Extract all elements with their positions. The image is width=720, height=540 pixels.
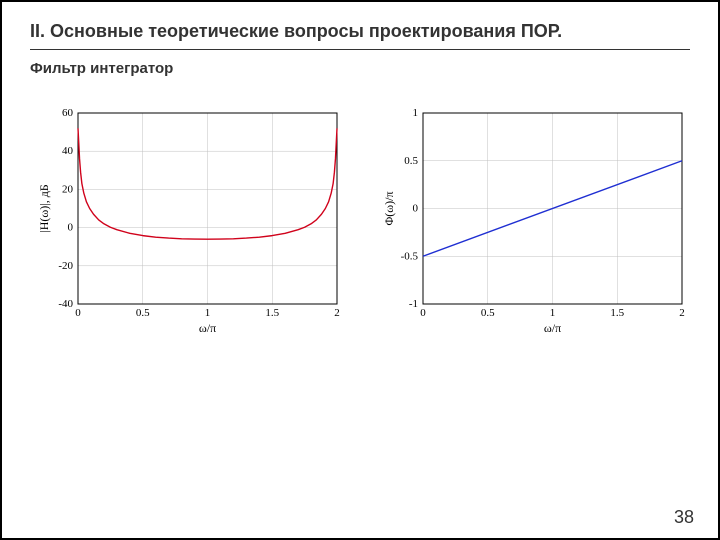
svg-text:0: 0 xyxy=(75,307,81,319)
svg-text:1: 1 xyxy=(550,307,556,319)
svg-text:2: 2 xyxy=(334,307,340,319)
svg-text:0.5: 0.5 xyxy=(404,154,418,166)
phase-chart: 0 0.5 1 1.5 2 -1 -0.5 0 0.5 1 ω/π Φ(ω)/π xyxy=(375,103,690,343)
svg-text:0: 0 xyxy=(420,307,426,319)
title-divider xyxy=(30,49,690,50)
slide-subtitle: Фильтр интегратор xyxy=(30,60,690,77)
svg-text:ω/π: ω/π xyxy=(544,321,561,335)
page-number: 38 xyxy=(674,507,694,528)
slide-title: II. Основные теоретические вопросы проек… xyxy=(30,20,690,43)
magnitude-chart: 0 0.5 1 1.5 2 -40 -20 0 20 40 60 ω/π |H(ω)|, дБ xyxy=(30,103,345,343)
slide-frame: II. Основные теоретические вопросы проек… xyxy=(0,0,720,540)
svg-text:Φ(ω)/π: Φ(ω)/π xyxy=(382,191,396,225)
svg-text:0.5: 0.5 xyxy=(481,307,495,319)
svg-text:40: 40 xyxy=(62,145,74,157)
svg-text:-0.5: -0.5 xyxy=(401,250,419,262)
svg-text:ω/π: ω/π xyxy=(199,321,216,335)
svg-text:0.5: 0.5 xyxy=(136,307,150,319)
svg-text:0: 0 xyxy=(68,221,74,233)
svg-text:20: 20 xyxy=(62,183,74,195)
svg-text:1: 1 xyxy=(413,107,419,119)
svg-text:0: 0 xyxy=(413,202,419,214)
svg-text:2: 2 xyxy=(679,307,685,319)
svg-text:60: 60 xyxy=(62,107,74,119)
charts-row: 00.511.52-40-200204060ω/π|H(ω)|, дБ 00.5… xyxy=(30,97,690,343)
svg-text:|H(ω)|, дБ: |H(ω)|, дБ xyxy=(37,184,51,232)
svg-text:-40: -40 xyxy=(58,298,73,310)
svg-text:-20: -20 xyxy=(58,259,73,271)
svg-text:-1: -1 xyxy=(409,298,418,310)
svg-text:1: 1 xyxy=(205,307,211,319)
svg-text:1.5: 1.5 xyxy=(265,307,279,319)
svg-text:1.5: 1.5 xyxy=(610,307,624,319)
